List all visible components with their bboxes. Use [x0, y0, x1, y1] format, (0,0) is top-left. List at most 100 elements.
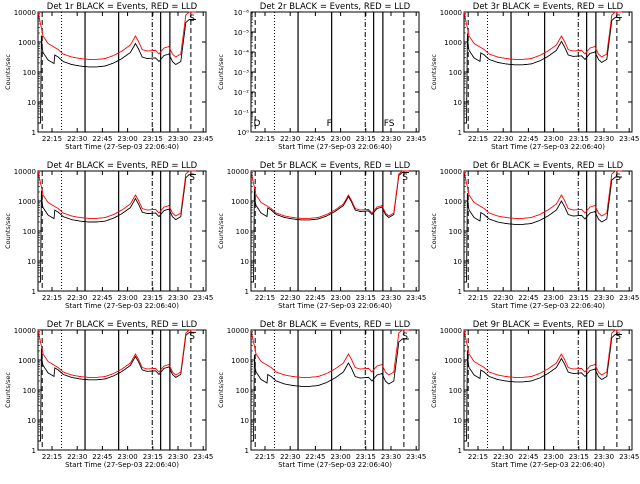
- det-2r-axes-frame: [250, 11, 420, 133]
- det-5r-xtick-label: 23:30: [381, 294, 401, 302]
- det-2r-xlabel: Start Time (27-Sep-03 22:06:40): [278, 143, 392, 151]
- det-3r-title: Det 3r BLACK = Events, RED = LLD: [473, 2, 624, 12]
- det-9r-xtick-label: 23:15: [569, 453, 589, 461]
- det-2r-ytick-label: 10⁻¹: [234, 109, 250, 117]
- det-4r-flag-s: S: [189, 173, 195, 183]
- det-5r-xtick-label: 22:15: [255, 294, 275, 302]
- det-6r-title: Det 6r BLACK = Events, RED = LLD: [473, 161, 624, 171]
- det-7r-ytick-label: 1000: [18, 357, 36, 365]
- det-2r-ylabel: Counts/sec: [217, 54, 225, 90]
- det-5r-ytick-label: 1000: [231, 198, 249, 206]
- det-1r-xtick-label: 23:00: [118, 135, 138, 143]
- det-9r-xtick-label: 22:30: [493, 453, 513, 461]
- det-1r-xlabel: Start Time (27-Sep-03 22:06:40): [65, 143, 179, 151]
- det-8r-xtick-label: 23:15: [356, 453, 376, 461]
- det-5r-ytick-label: 100: [236, 228, 249, 236]
- det-6r-ytick-label: 10: [453, 258, 462, 266]
- det-3r-ytick-label: 100: [449, 69, 462, 77]
- det-2r-xtick-label: 22:30: [280, 135, 300, 143]
- det-2r-xtick-label: 23:45: [406, 135, 426, 143]
- det-4r-ytick-label: 10000: [14, 168, 36, 176]
- det-4r-ytick-label: 1: [32, 288, 36, 296]
- det-1r-xtick-label: 23:45: [193, 135, 213, 143]
- det-1r-xtick-label: 22:30: [67, 135, 87, 143]
- det-9r-axes-frame: [463, 329, 633, 451]
- det-1r-ytick-label: 1: [32, 129, 36, 137]
- det-4r-ytick-label: 10: [27, 258, 36, 266]
- det-2r-flag-f: F: [384, 119, 389, 129]
- det-7r-ytick-label: 10000: [14, 327, 36, 335]
- det-6r-xtick-label: 22:15: [468, 294, 488, 302]
- det-8r-ytick-label: 1: [245, 447, 249, 455]
- det-4r-xtick-label: 22:45: [92, 294, 112, 302]
- det-6r-lld-series: [463, 170, 622, 219]
- det-4r-lld-series: [37, 170, 196, 219]
- det-9r-xtick-label: 22:15: [468, 453, 488, 461]
- det-3r-flag-s: S: [615, 14, 621, 24]
- det-2r-ytick-label: 10⁻³: [234, 69, 250, 77]
- det-8r-title: Det 8r BLACK = Events, RED = LLD: [260, 320, 411, 330]
- det-4r-title: Det 4r BLACK = Events, RED = LLD: [47, 161, 198, 171]
- det-4r-axes-frame: [37, 170, 207, 292]
- det-1r-ytick-label: 1000: [18, 39, 36, 47]
- det-7r-xtick-label: 23:00: [118, 453, 138, 461]
- det-1r-xtick-label: 23:30: [168, 135, 188, 143]
- det-5r-ylabel: Counts/sec: [217, 213, 225, 249]
- det-6r-xtick-label: 23:30: [594, 294, 614, 302]
- det-3r-xtick-label: 23:30: [594, 135, 614, 143]
- det-2r-ytick-label: 10⁰: [237, 129, 249, 137]
- det-6r-axes-frame: [463, 170, 633, 292]
- det-4r-ytick-label: 100: [23, 228, 36, 236]
- det-3r-xtick-label: 22:45: [518, 135, 538, 143]
- det-7r-flag-s: S: [189, 332, 195, 342]
- det-4r-xtick-label: 23:15: [143, 294, 163, 302]
- det-6r-ytick-label: 10000: [440, 168, 462, 176]
- det-3r-axes-frame: [463, 11, 633, 133]
- det-7r-title: Det 7r BLACK = Events, RED = LLD: [47, 320, 198, 330]
- det-2r-ytick-label: 10⁻⁶: [234, 9, 250, 17]
- det-3r-ytick-label: 10000: [440, 9, 462, 17]
- det-3r-ylabel: Counts/sec: [430, 54, 438, 90]
- det-5r-ytick-label: 1: [245, 288, 249, 296]
- det-2r-flag-d: D: [254, 119, 261, 129]
- det-1r-ytick-label: 100: [23, 69, 36, 77]
- det-5r-flag-s: S: [402, 173, 408, 183]
- det-4r-ylabel: Counts/sec: [4, 213, 12, 249]
- det-2r-xtick-label: 23:30: [381, 135, 401, 143]
- det-1r-ytick-label: 10: [27, 99, 36, 107]
- det-2r-flag-s: S: [389, 119, 395, 129]
- det-6r-events-series: [464, 176, 622, 283]
- det-9r-title: Det 9r BLACK = Events, RED = LLD: [473, 320, 624, 330]
- det-3r-xtick-label: 23:00: [544, 135, 564, 143]
- det-8r-xtick-label: 23:00: [331, 453, 351, 461]
- det-2r-title: Det 2r BLACK = Events, RED = LLD: [260, 2, 411, 12]
- det-8r-ytick-label: 10: [240, 417, 249, 425]
- det-1r-title: Det 1r BLACK = Events, RED = LLD: [47, 2, 198, 12]
- det-9r-ytick-label: 100: [449, 387, 462, 395]
- det-2r-xtick-label: 22:15: [255, 135, 275, 143]
- det-5r-xtick-label: 23:15: [356, 294, 376, 302]
- det-6r-xtick-label: 22:45: [518, 294, 538, 302]
- det-5r-ytick-label: 10000: [227, 168, 249, 176]
- det-9r-lld-series: [463, 329, 622, 378]
- det-4r-xtick-label: 22:15: [42, 294, 62, 302]
- det-6r-xtick-label: 23:15: [569, 294, 589, 302]
- det-3r-xtick-label: 22:30: [493, 135, 513, 143]
- det-5r-lld-series: [250, 170, 409, 219]
- det-5r-xtick-label: 22:45: [305, 294, 325, 302]
- det-5r-xtick-label: 22:30: [280, 294, 300, 302]
- det-4r-xtick-label: 23:00: [118, 294, 138, 302]
- det-9r-ytick-label: 10000: [440, 327, 462, 335]
- det-9r-xtick-label: 23:00: [544, 453, 564, 461]
- det-7r-xtick-label: 23:45: [193, 453, 213, 461]
- det-4r-ytick-label: 1000: [18, 198, 36, 206]
- det-3r-ytick-label: 10: [453, 99, 462, 107]
- det-3r-xtick-label: 23:15: [569, 135, 589, 143]
- det-4r-xtick-label: 23:30: [168, 294, 188, 302]
- det-2r-xtick-label: 22:45: [305, 135, 325, 143]
- det-2r-xtick-label: 23:00: [331, 135, 351, 143]
- det-8r-events-series: [251, 338, 409, 442]
- det-1r-ylabel: Counts/sec: [4, 54, 12, 90]
